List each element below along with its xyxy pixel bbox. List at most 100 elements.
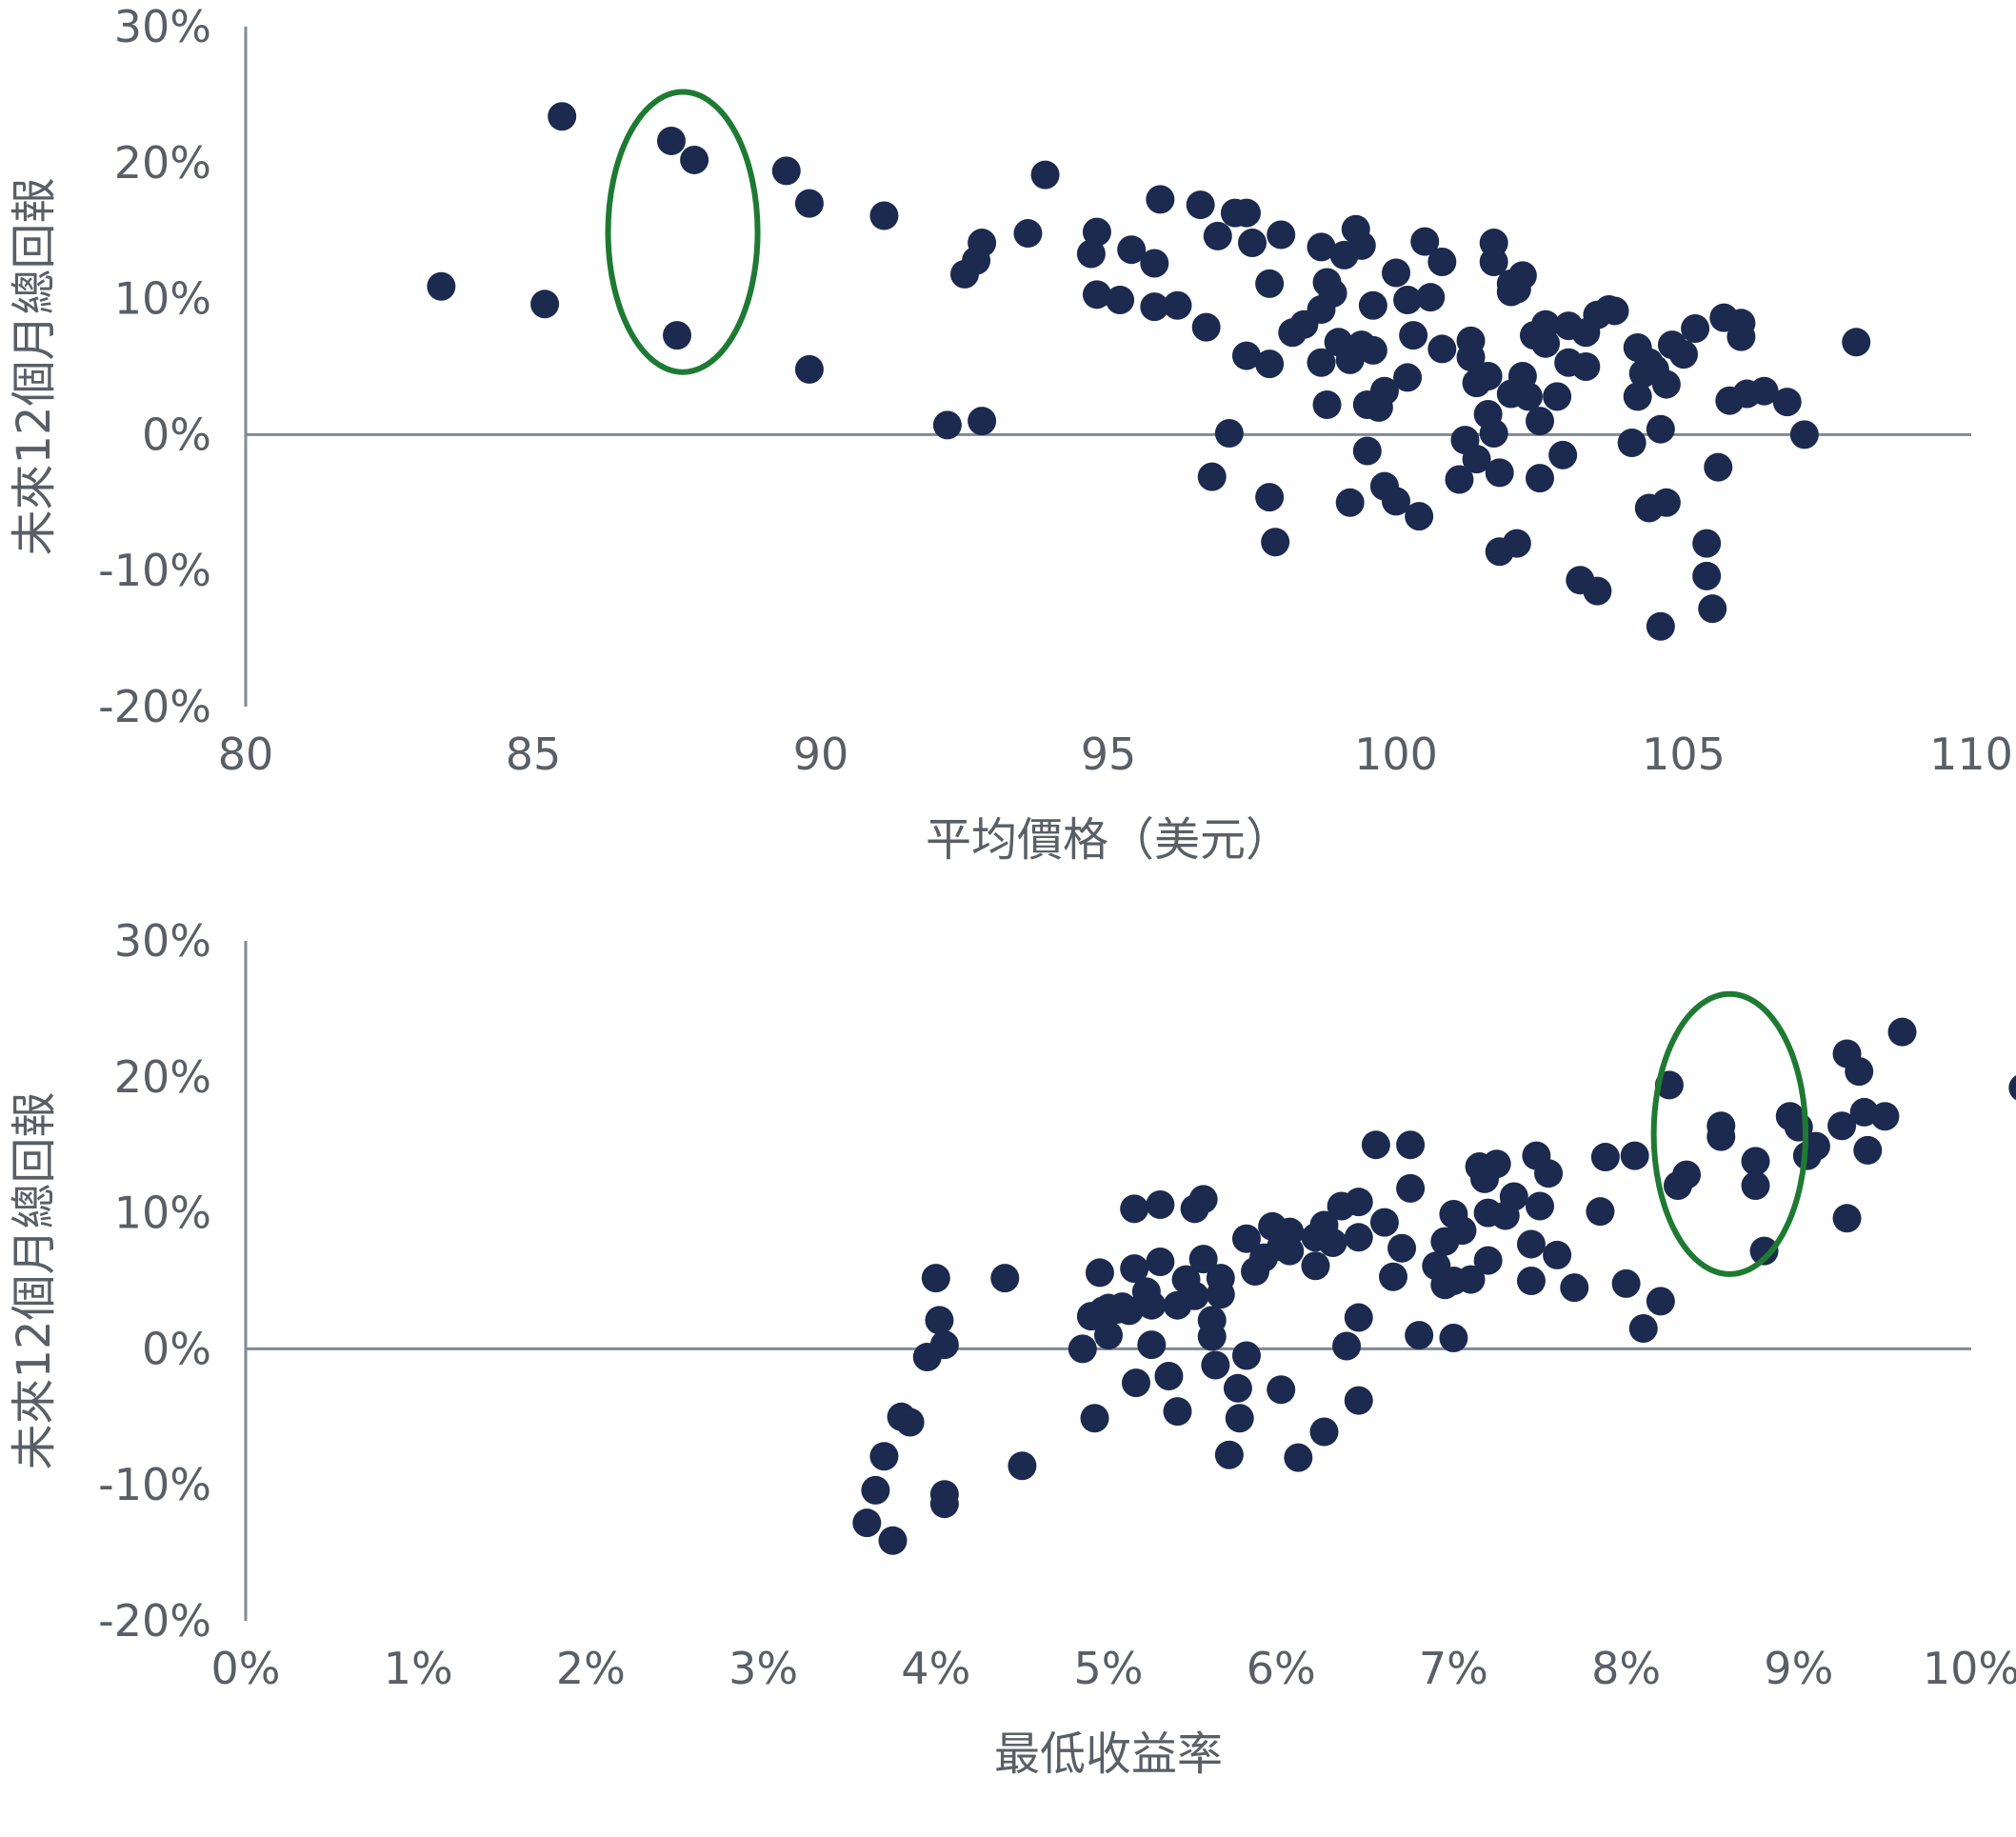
data-point — [1396, 1130, 1426, 1160]
data-point — [1646, 611, 1675, 641]
data-point — [878, 1526, 908, 1555]
y-tick-label: 10% — [114, 273, 211, 325]
data-point — [1410, 227, 1440, 256]
data-point — [1309, 1417, 1339, 1447]
data-point — [1225, 1404, 1254, 1433]
data-point — [1427, 334, 1457, 364]
data-point — [1447, 1216, 1477, 1246]
x-tick-label: 85 — [506, 729, 562, 780]
y-tick-label: -20% — [98, 681, 211, 732]
data-point — [1672, 1160, 1702, 1189]
data-point — [1231, 1341, 1261, 1370]
data-point — [1531, 329, 1561, 358]
data-point — [1646, 414, 1675, 444]
highlight-ellipse — [605, 89, 761, 375]
data-point — [1669, 340, 1698, 369]
data-point — [1154, 1361, 1184, 1390]
x-tick-label: 9% — [1764, 1643, 1833, 1694]
data-point — [968, 229, 997, 258]
data-point — [1651, 488, 1681, 517]
data-point — [1013, 219, 1043, 249]
data-point — [1180, 1281, 1209, 1310]
data-point — [1439, 1323, 1468, 1352]
data-point — [1121, 1368, 1150, 1398]
data-point — [1344, 1223, 1373, 1252]
data-point — [1456, 343, 1486, 372]
data-point — [663, 321, 691, 350]
data-point — [1502, 529, 1531, 558]
data-point — [794, 189, 824, 218]
data-point — [1698, 594, 1727, 624]
data-point — [530, 290, 560, 319]
x-tick-label: 90 — [793, 729, 849, 780]
data-point — [1845, 1057, 1874, 1087]
data-point — [1140, 292, 1169, 322]
data-point — [1853, 1135, 1883, 1165]
data-point — [1749, 376, 1779, 406]
data-point — [1344, 1188, 1373, 1217]
data-point — [1358, 290, 1387, 320]
highlight-ellipse — [1650, 990, 1809, 1277]
data-point — [932, 410, 962, 440]
data-point — [1203, 221, 1232, 250]
y-tick-label: 10% — [114, 1188, 211, 1239]
y-tick-label: -20% — [98, 1595, 211, 1647]
data-point — [1526, 407, 1554, 436]
data-point — [1030, 160, 1060, 190]
data-point — [1600, 296, 1629, 326]
data-point — [1284, 1443, 1313, 1472]
data-point — [929, 1489, 959, 1519]
scatter-chart-average-price: 30% 20% 10% 0% -10% -20%80 85 90 95 100 105 110 平均價格… — [8, 1, 2013, 867]
data-point — [1583, 576, 1612, 606]
data-point — [1513, 382, 1543, 411]
data-point — [1117, 235, 1147, 265]
data-point — [427, 271, 456, 301]
data-point — [1214, 418, 1244, 448]
x-axis-title: 最低收益率 — [994, 1727, 1223, 1781]
data-point — [1704, 452, 1733, 482]
data-point — [1255, 483, 1285, 512]
x-tick-label: 3% — [729, 1643, 798, 1694]
data-point — [1335, 488, 1365, 517]
data-point — [1887, 1017, 1917, 1047]
data-point — [1082, 280, 1111, 309]
data-point — [1473, 361, 1503, 390]
data-point — [1473, 1246, 1503, 1275]
data-point — [1393, 286, 1423, 315]
data-point — [1692, 529, 1722, 558]
x-tick-label: 95 — [1081, 729, 1137, 780]
data-point — [1361, 1130, 1390, 1160]
data-point — [1396, 1173, 1426, 1203]
data-point — [1590, 1143, 1620, 1172]
data-point — [1238, 229, 1267, 258]
data-point — [1358, 335, 1387, 365]
data-point — [1275, 1236, 1305, 1266]
data-point — [1369, 1208, 1399, 1237]
data-point — [1617, 428, 1647, 457]
data-point — [1543, 382, 1572, 411]
data-point — [1137, 1330, 1167, 1360]
data-point — [1620, 1141, 1649, 1170]
y-tick-label: -10% — [98, 1459, 211, 1510]
data-point — [1749, 1236, 1779, 1266]
data-point — [1188, 1185, 1218, 1214]
data-point — [656, 126, 686, 155]
x-tick-label: 8% — [1591, 1643, 1661, 1694]
data-point — [1548, 440, 1578, 469]
data-point — [1456, 1265, 1486, 1294]
data-point — [1312, 389, 1342, 419]
data-point — [1611, 1268, 1641, 1298]
data-point — [1789, 420, 1819, 449]
data-point — [1146, 1190, 1175, 1220]
data-point — [1082, 217, 1111, 247]
data-point — [2008, 1075, 2016, 1101]
data-point — [1231, 198, 1261, 228]
data-point — [1801, 1131, 1830, 1161]
x-tick-label: 6% — [1247, 1643, 1316, 1694]
data-point — [869, 1442, 899, 1471]
data-point — [1516, 1229, 1546, 1259]
x-axis-title: 平均價格（美元） — [926, 813, 1291, 867]
data-point — [1094, 1321, 1123, 1350]
data-point — [1681, 314, 1710, 344]
